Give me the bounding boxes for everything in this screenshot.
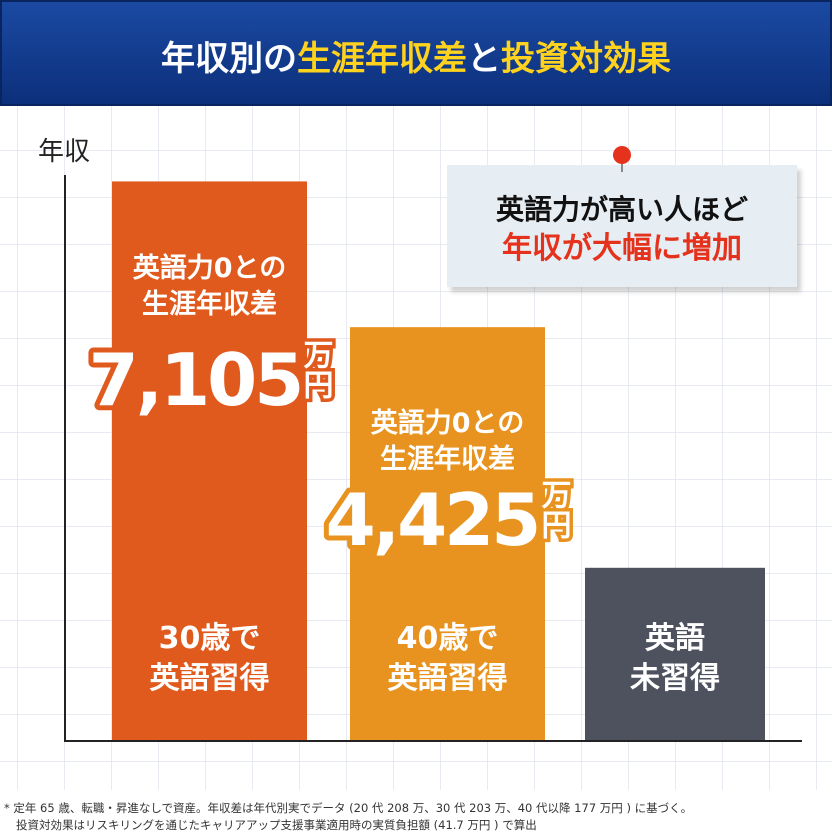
bar [585,567,765,741]
category-label: 未習得 [630,661,720,696]
category-label: 英語習得 [388,661,508,696]
gap-value: 7,105 [89,338,302,422]
footnote: 投資対効果はリスキリングを通じたキャリアアップ支援事業適用時の実質負担額 (41… [16,818,537,832]
gap-unit: 万円 [536,479,572,539]
gap-caption: 英語力0との [371,407,525,439]
footnote: * 定年 65 歳、転職・昇進なしで資産。年収差は年代別実でデータ (20 代 … [4,801,692,815]
gap-unit: 万円 [298,339,334,399]
bar [350,327,545,741]
gap-caption: 生涯年収差 [142,288,277,320]
title-part: と [467,39,501,79]
category-label: 英語 [645,621,705,656]
callout-line: 年収が大幅に増加 [502,231,742,266]
category-label: 40歳で [397,621,499,656]
callout: 英語力が高い人ほど 年収が大幅に増加 [447,146,797,287]
callout-box [447,165,797,287]
gap-value: 4,425 [326,478,539,562]
gap-caption: 生涯年収差 [380,443,515,475]
chart-title: 年収別の生涯年収差と投資対効果 [161,39,671,79]
title-part: 投資対効果 [501,39,671,79]
header [0,0,832,106]
title-part: 生涯年収差 [297,39,467,79]
callout-line: 英語力が高い人ほど [496,193,748,226]
title-part: 年収別の [161,39,297,79]
category-label: 30歳で [159,621,261,656]
y-axis-label: 年収 [38,137,90,167]
gap-caption: 英語力0との [133,252,287,284]
category-label: 英語習得 [150,661,270,696]
bar [112,181,307,742]
pin [613,146,631,164]
plot: 30歳で英語習得英語力0との生涯年収差7,105万円40歳で英語習得英語力0との… [84,181,765,742]
